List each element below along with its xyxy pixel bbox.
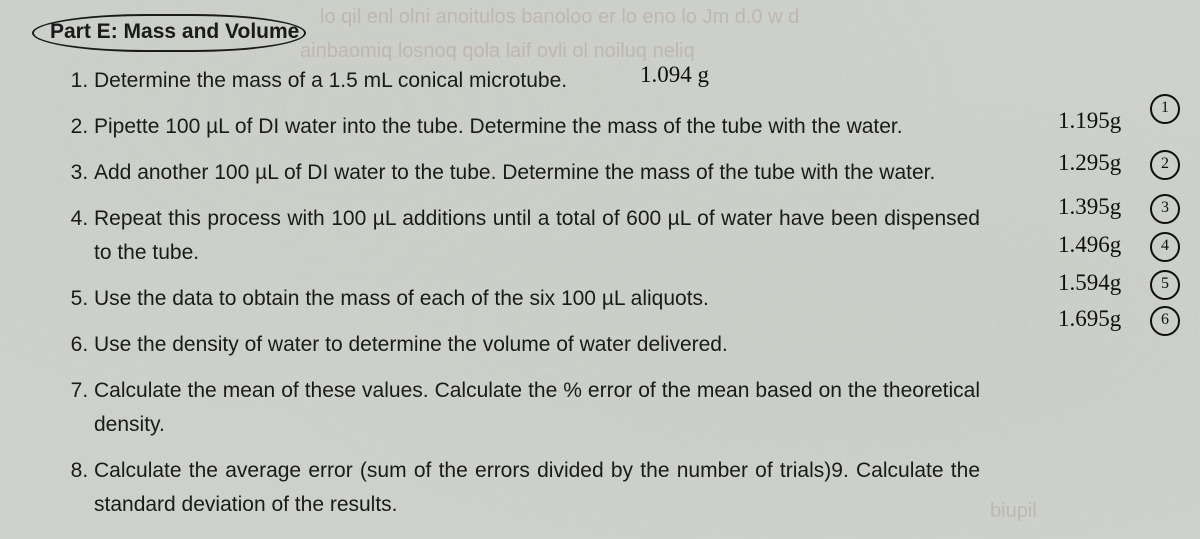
hand-mass-1: 1.195g — [1058, 108, 1121, 134]
circled-3: 3 — [1150, 194, 1180, 224]
instruction-item: Pipette 100 µL of DI water into the tube… — [94, 110, 1160, 144]
instruction-text: Calculate the average error (sum of the … — [94, 459, 980, 516]
instruction-text: Determine the mass of a 1.5 mL conical m… — [94, 69, 567, 92]
instruction-item: Repeat this process with 100 µL addition… — [94, 202, 1160, 270]
instruction-item: Add another 100 µL of DI water to the tu… — [94, 156, 1160, 190]
instruction-item: Calculate the average error (sum of the … — [94, 454, 1160, 522]
instruction-text: Use the density of water to determine th… — [94, 333, 728, 356]
section-title-wrap: Part E: Mass and Volume — [40, 18, 1160, 52]
instruction-text: Calculate the mean of these values. Calc… — [94, 379, 980, 436]
hand-mass-6: 1.695g — [1058, 306, 1121, 332]
hand-mass-4: 1.496g — [1058, 232, 1121, 258]
circled-6: 6 — [1150, 306, 1180, 336]
instruction-text: Add another 100 µL of DI water to the tu… — [94, 161, 935, 184]
circled-2: 2 — [1150, 150, 1180, 180]
page-container: Part E: Mass and Volume Determine the ma… — [0, 0, 1200, 539]
instruction-list: Determine the mass of a 1.5 mL conical m… — [40, 64, 1160, 522]
hand-mass-0: 1.094 g — [640, 62, 709, 88]
instruction-text: Use the data to obtain the mass of each … — [94, 287, 709, 310]
instruction-item: Calculate the mean of these values. Calc… — [94, 374, 1160, 442]
instruction-item: Determine the mass of a 1.5 mL conical m… — [94, 64, 1160, 98]
section-title: Part E: Mass and Volume — [46, 18, 309, 46]
instruction-item: Use the density of water to determine th… — [94, 328, 1160, 362]
instruction-item: Use the data to obtain the mass of each … — [94, 282, 1160, 316]
hand-mass-5: 1.594g — [1058, 270, 1121, 296]
instruction-text: Repeat this process with 100 µL addition… — [94, 207, 980, 264]
hand-mass-2: 1.295g — [1058, 150, 1121, 176]
hand-mass-3: 1.395g — [1058, 194, 1121, 220]
circled-1: 1 — [1150, 94, 1180, 124]
circled-5: 5 — [1150, 270, 1180, 300]
instruction-text: Pipette 100 µL of DI water into the tube… — [94, 115, 903, 138]
circled-4: 4 — [1150, 232, 1180, 262]
